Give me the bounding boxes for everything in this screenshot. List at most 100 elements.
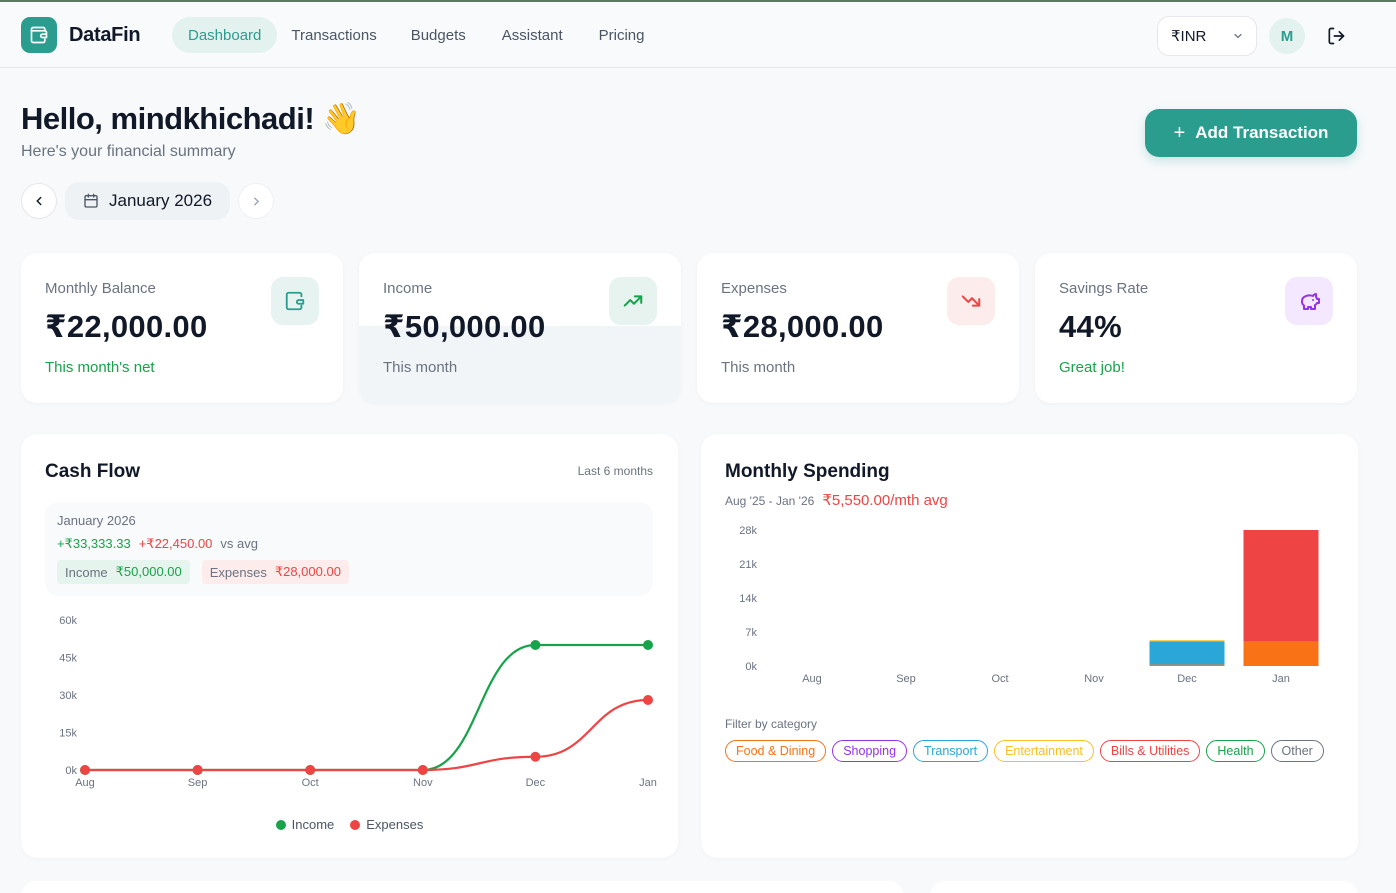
stat-note: This month: [721, 359, 796, 376]
spending-range: Aug '25 - Jan '26: [725, 494, 815, 508]
stat-value: 44%: [1059, 309, 1122, 344]
chevron-right-icon: [253, 197, 259, 205]
stat-card-savings: Savings Rate 44% Great job!: [1035, 253, 1357, 403]
svg-text:Dec: Dec: [526, 777, 546, 789]
summary-chips: Income ₹50,000.00 Expenses ₹28,000.00: [57, 560, 349, 584]
summary-month: January 2026: [57, 513, 136, 528]
svg-text:Jan: Jan: [1272, 673, 1290, 685]
bar-segment: [1243, 530, 1319, 642]
stat-note: Great job!: [1059, 359, 1125, 376]
bar-segment: [1149, 641, 1225, 665]
page-title: Hello, mindkhichadi! 👋: [21, 101, 361, 136]
spending-subtitle: Aug '25 - Jan '26 ₹5,550.00/mth avg: [725, 491, 948, 509]
stat-label: Expenses: [721, 280, 787, 297]
data-point: [80, 765, 90, 775]
lower-panel-right: [930, 881, 1358, 893]
currency-value: ₹INR: [1171, 28, 1207, 45]
svg-text:Nov: Nov: [1084, 673, 1104, 685]
stat-card-income: Income ₹50,000.00 This month: [359, 253, 681, 403]
next-month-button[interactable]: [238, 183, 275, 219]
svg-text:Aug: Aug: [75, 777, 95, 789]
app-name: DataFin: [69, 23, 141, 46]
stat-card-balance: Monthly Balance ₹22,000.00 This month's …: [21, 253, 343, 403]
cash-flow-range: Last 6 months: [577, 464, 653, 478]
card-hover-overlay: [359, 326, 681, 403]
stat-label: Income: [383, 280, 433, 297]
lower-panel-left: [21, 881, 904, 893]
income-chip-value: ₹50,000.00: [115, 564, 182, 579]
bar-segment: [1149, 640, 1225, 642]
category-filter-shopping[interactable]: Shopping: [832, 740, 908, 762]
bar-segment: [1149, 664, 1225, 666]
month-navigator: January 2026: [21, 182, 275, 220]
category-filters: Food & Dining Shopping Transport Entertainm…: [725, 740, 1325, 762]
logout-icon[interactable]: [1326, 26, 1346, 46]
data-point: [417, 765, 428, 775]
nav-transactions[interactable]: Transactions: [291, 26, 377, 44]
top-navigation-bar: DataFin Dashboard Transactions Budgets A…: [0, 2, 1396, 68]
stat-label: Monthly Balance: [45, 280, 156, 297]
stat-note: This month's net: [45, 359, 155, 376]
stat-label: Savings Rate: [1059, 280, 1149, 297]
previous-month-button[interactable]: [21, 183, 57, 219]
expense-delta: +₹22,450.00: [138, 536, 213, 551]
data-point: [643, 640, 653, 650]
svg-text:15k: 15k: [59, 728, 77, 740]
nav-budgets[interactable]: Budgets: [410, 26, 466, 44]
svg-text:60k: 60k: [59, 615, 77, 627]
cash-flow-title: Cash Flow: [45, 461, 141, 482]
svg-text:28k: 28k: [739, 525, 757, 537]
stat-value: ₹50,000.00: [383, 309, 546, 344]
bar-segment: [1243, 641, 1319, 666]
svg-text:Sep: Sep: [896, 673, 916, 685]
category-filter-bills-utilities[interactable]: Bills & Utilities: [1099, 740, 1201, 762]
piggy-bank-icon: [1285, 277, 1333, 325]
monthly-spending-panel: Monthly Spending Aug '25 - Jan '26 ₹5,55…: [701, 434, 1358, 858]
data-point: [305, 765, 316, 775]
app-logo[interactable]: DataFin: [21, 17, 141, 53]
expense-chip-label: Expenses: [209, 564, 267, 580]
monthly-spending-title: Monthly Spending: [725, 461, 890, 482]
nav-dashboard[interactable]: Dashboard: [172, 17, 278, 53]
svg-text:Oct: Oct: [991, 673, 1008, 685]
main-nav: Dashboard Transactions Budgets Assistant…: [172, 17, 664, 53]
monthly-spending-bar-chart[interactable]: 0k 7k 14k 21k 28k Aug Sep Oct Nov Dec Jan: [701, 518, 1358, 688]
category-filter-entertainment[interactable]: Entertainment: [994, 740, 1094, 762]
filter-label: Filter by category: [725, 717, 818, 731]
category-filter-transport[interactable]: Transport: [913, 740, 989, 762]
svg-text:14k: 14k: [739, 593, 757, 605]
month-picker[interactable]: January 2026: [65, 182, 231, 220]
svg-text:Nov: Nov: [413, 777, 433, 789]
nav-pricing[interactable]: Pricing: [598, 26, 645, 44]
user-avatar[interactable]: M: [1269, 18, 1305, 54]
svg-text:Oct: Oct: [302, 777, 319, 789]
income-chip: Income ₹50,000.00: [57, 560, 190, 584]
add-transaction-button[interactable]: + Add Transaction: [1145, 109, 1357, 157]
svg-text:Dec: Dec: [1177, 673, 1197, 685]
cash-flow-panel: Cash Flow Last 6 months January 2026 +₹3…: [21, 434, 678, 858]
category-filter-other[interactable]: Other: [1270, 740, 1324, 762]
wallet-icon: [271, 277, 319, 325]
stat-value: ₹22,000.00: [45, 309, 208, 344]
svg-text:Aug: Aug: [802, 673, 822, 685]
currency-select[interactable]: ₹INR: [1157, 16, 1257, 56]
cash-flow-summary: January 2026 +₹33,333.33 +₹22,450.00 vs …: [45, 502, 653, 596]
svg-text:0k: 0k: [65, 765, 77, 777]
svg-text:Sep: Sep: [188, 777, 208, 789]
legend-expenses[interactable]: Expenses: [350, 817, 423, 832]
add-transaction-label: Add Transaction: [1195, 123, 1329, 142]
nav-assistant[interactable]: Assistant: [501, 26, 563, 44]
income-chip-label: Income: [65, 564, 108, 580]
category-filter-health[interactable]: Health: [1206, 740, 1265, 762]
page-subtitle: Here's your financial summary: [21, 143, 236, 160]
legend-income[interactable]: Income: [275, 817, 334, 832]
data-point: [643, 695, 653, 705]
spending-average: ₹5,550.00/mth avg: [822, 492, 948, 509]
data-point: [192, 765, 203, 775]
cash-flow-line-chart[interactable]: 0k 15k 30k 45k 60k Aug Sep Oct Nov Dec Jan: [21, 604, 678, 804]
trending-up-icon: [609, 277, 657, 325]
stat-card-expenses: Expenses ₹28,000.00 This month: [697, 253, 1019, 403]
svg-text:Jan: Jan: [639, 777, 657, 789]
expense-chip: Expenses ₹28,000.00: [201, 560, 349, 584]
category-filter-food-dining[interactable]: Food & Dining: [725, 740, 827, 762]
